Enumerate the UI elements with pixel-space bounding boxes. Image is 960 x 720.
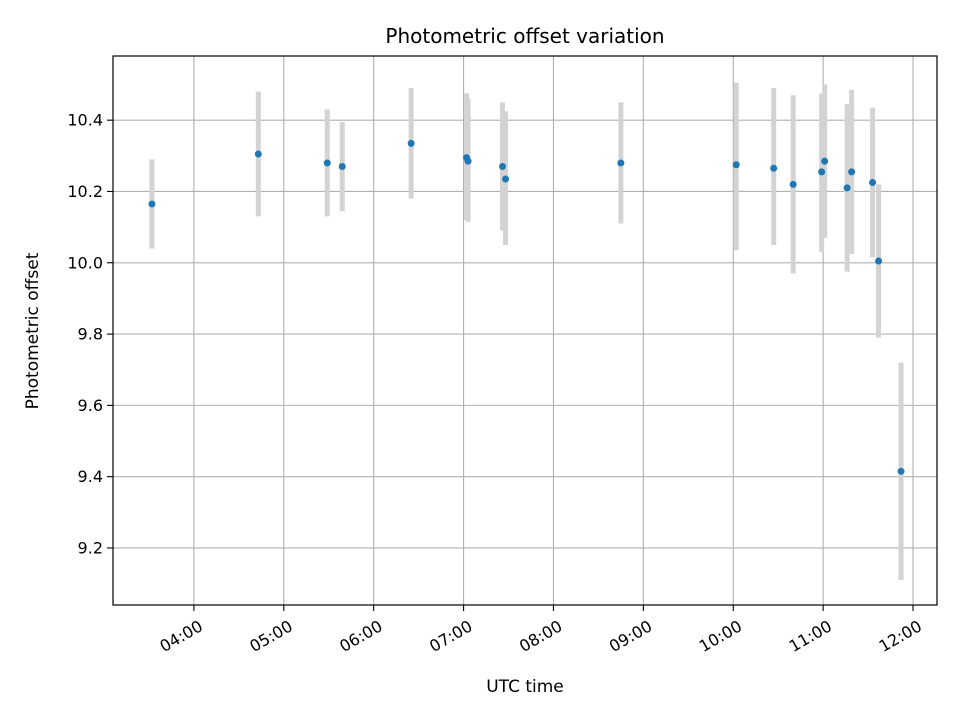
data-point xyxy=(897,467,905,475)
data-point xyxy=(843,184,851,192)
y-tick-label: 10.4 xyxy=(67,111,103,130)
y-tick-label: 10.0 xyxy=(67,253,103,272)
chart-title: Photometric offset variation xyxy=(385,24,664,48)
data-point xyxy=(732,161,740,169)
data-point xyxy=(502,175,510,183)
y-axis-label: Photometric offset xyxy=(23,252,43,409)
data-point xyxy=(869,179,877,187)
data-point xyxy=(789,180,797,188)
y-tick-label: 9.2 xyxy=(78,538,103,557)
data-point xyxy=(770,164,778,172)
y-tick-label: 9.4 xyxy=(78,467,103,486)
data-point xyxy=(323,159,331,167)
data-point xyxy=(821,157,829,165)
y-axis-ticks: 9.2 9.4 9.6 9.8 10.0 10.2 10.4 xyxy=(67,111,113,557)
data-point xyxy=(148,200,156,208)
data-point xyxy=(338,163,346,171)
plot-area xyxy=(113,56,937,605)
data-point xyxy=(464,157,472,165)
data-points xyxy=(148,139,905,475)
data-point xyxy=(818,168,826,176)
plot-frame xyxy=(112,55,938,606)
data-point xyxy=(875,257,883,265)
data-point xyxy=(407,139,415,147)
y-tick-label: 10.2 xyxy=(67,182,103,201)
y-tick-label: 9.6 xyxy=(78,396,103,415)
y-tick-label: 9.8 xyxy=(78,325,103,344)
data-point xyxy=(848,168,856,176)
x-axis-label: UTC time xyxy=(486,677,564,697)
data-point xyxy=(254,150,262,158)
data-point xyxy=(617,159,625,167)
data-point xyxy=(499,163,507,171)
